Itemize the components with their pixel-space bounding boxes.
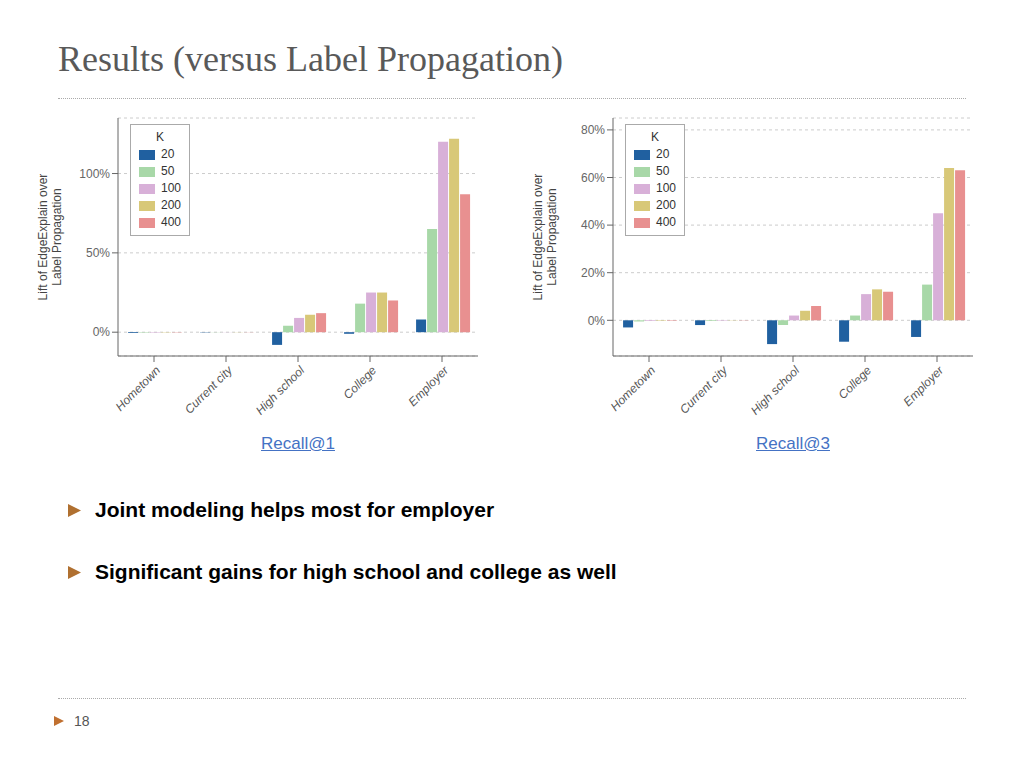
svg-text:Hometown: Hometown: [113, 363, 164, 414]
svg-text:0%: 0%: [588, 314, 606, 328]
html-text:Joint modeling helps most for: Joint modeling helps most for employer: [95, 498, 495, 521]
html-text:20: 20: [161, 147, 175, 161]
svg-text:Employer: Employer: [900, 363, 946, 409]
html-text:18: 18: [74, 713, 90, 729]
svg-text:Lift of EdgeExplain overLabel: Lift of EdgeExplain overLabel Propagatio…: [531, 174, 559, 301]
html-text:100: 100: [656, 181, 676, 195]
svg-text:20%: 20%: [581, 266, 605, 280]
svg-text:Current city: Current city: [182, 363, 236, 417]
svg-text:Lift of EdgeExplain overLabel: Lift of EdgeExplain overLabel Propagatio…: [36, 174, 64, 301]
svg-text:College: College: [836, 363, 875, 402]
html-text:400: 400: [656, 215, 676, 229]
html-text:Significant gains for high sch: Significant gains for high school and co…: [95, 560, 617, 583]
svg-text:40%: 40%: [581, 218, 605, 232]
html-text:200: 200: [161, 198, 181, 212]
html-text:100: 100: [161, 181, 181, 195]
html-text:400: 400: [161, 215, 181, 229]
html-text:200: 200: [656, 198, 676, 212]
svg-text:Hometown: Hometown: [608, 363, 659, 414]
svg-text:Current city: Current city: [677, 363, 731, 417]
svg-text:College: College: [341, 363, 380, 402]
svg-text:Employer: Employer: [405, 363, 451, 409]
html-text:50: 50: [656, 164, 670, 178]
svg-text:0%: 0%: [93, 325, 111, 339]
html-text:Recall@1: Recall@1: [261, 434, 335, 453]
html-text:50: 50: [161, 164, 175, 178]
html-text:K: K: [651, 130, 659, 144]
svg-text:High school: High school: [253, 363, 307, 417]
svg-text:100%: 100%: [79, 167, 110, 181]
html-text:Results (versus Label Propagat: Results (versus Label Propagation): [58, 39, 563, 79]
html-text:20: 20: [656, 147, 670, 161]
svg-text:60%: 60%: [581, 171, 605, 185]
svg-text:High school: High school: [748, 363, 802, 417]
svg-text:80%: 80%: [581, 123, 605, 137]
html-text:Recall@3: Recall@3: [756, 434, 830, 453]
svg-text:50%: 50%: [86, 246, 110, 260]
html-text:K: K: [156, 130, 164, 144]
